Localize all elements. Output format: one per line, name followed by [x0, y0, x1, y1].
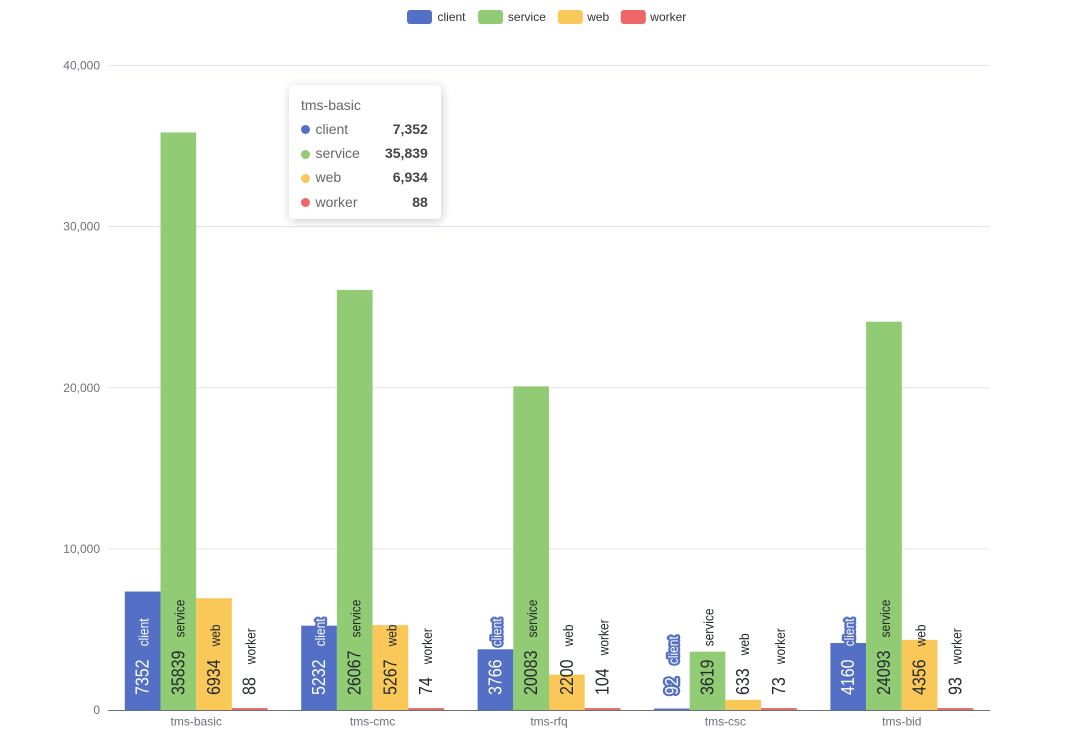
svg-text:104worker: 104worker	[593, 619, 613, 695]
svg-text:88worker: 88worker	[240, 628, 260, 695]
svg-text:2200web: 2200web	[557, 624, 577, 695]
svg-text:20,000: 20,000	[63, 381, 100, 395]
svg-text:92client: 92client	[662, 636, 682, 695]
svg-text:73worker: 73worker	[769, 628, 789, 695]
svg-text:0: 0	[93, 703, 100, 717]
svg-text:633web: 633web	[733, 633, 753, 695]
svg-text:client: client	[438, 10, 467, 24]
svg-text:web: web	[586, 10, 609, 24]
svg-text:74worker: 74worker	[416, 628, 436, 695]
svg-text:30,000: 30,000	[63, 220, 100, 234]
svg-text:tms-rfq: tms-rfq	[530, 715, 567, 729]
svg-text:service: service	[508, 10, 546, 24]
svg-text:worker: worker	[649, 10, 686, 24]
svg-text:93worker: 93worker	[945, 628, 965, 695]
svg-text:6934web: 6934web	[204, 624, 224, 695]
svg-text:10,000: 10,000	[63, 542, 100, 556]
svg-text:40,000: 40,000	[63, 59, 100, 73]
svg-text:5267web: 5267web	[380, 624, 400, 695]
svg-text:tms-basic: tms-basic	[171, 715, 222, 729]
svg-text:tms-csc: tms-csc	[705, 715, 746, 729]
svg-text:tms-cmc: tms-cmc	[350, 715, 395, 729]
svg-text:tms-bid: tms-bid	[882, 715, 921, 729]
svg-text:4356web: 4356web	[910, 624, 930, 695]
